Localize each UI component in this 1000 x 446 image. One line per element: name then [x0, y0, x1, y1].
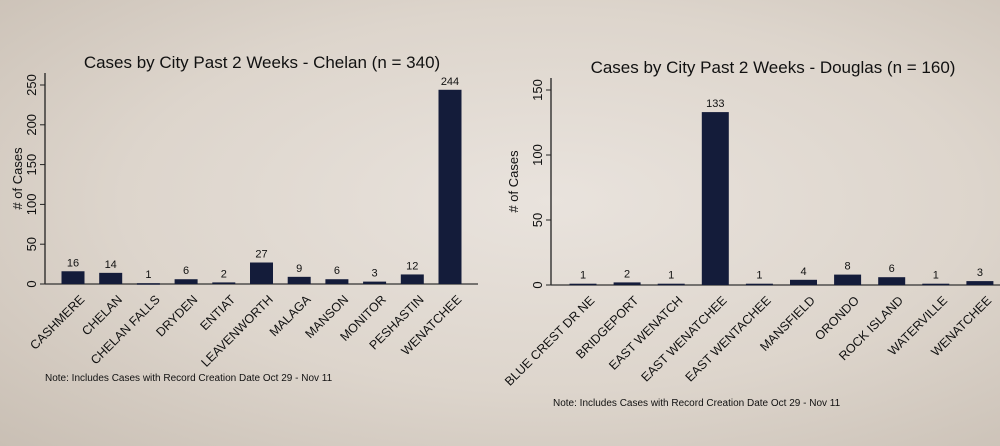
- y-tick-label: 0: [24, 280, 39, 287]
- y-tick-label: 50: [530, 213, 545, 227]
- x-tick-label: DRYDEN: [153, 292, 200, 339]
- x-tick-label: EAST WENATCH: [606, 293, 685, 372]
- y-axis-label: # of Cases: [10, 147, 25, 210]
- x-tick-label: CASHMERE: [27, 292, 87, 352]
- bar: [325, 279, 349, 284]
- y-tick-label: 100: [24, 194, 39, 216]
- bar: [966, 281, 994, 285]
- bar: [250, 262, 273, 284]
- bar: [569, 283, 597, 286]
- bar: [99, 272, 123, 284]
- bar: [790, 279, 817, 285]
- chart-note: Note: Includes Cases with Record Creatio…: [553, 398, 841, 409]
- data-label: 2: [624, 268, 630, 280]
- bar: [745, 283, 773, 286]
- y-tick-label: 150: [24, 154, 39, 176]
- bar: [174, 279, 198, 284]
- data-label: 244: [441, 76, 459, 88]
- data-label: 133: [706, 98, 724, 110]
- data-label: 12: [406, 260, 418, 272]
- bar: [834, 274, 862, 285]
- y-tick-label: 150: [530, 79, 545, 101]
- y-tick-label: 100: [530, 144, 545, 166]
- data-label: 1: [668, 270, 674, 282]
- data-label: 1: [756, 270, 762, 282]
- chart-title: Cases by City Past 2 Weeks - Douglas (n …: [591, 58, 956, 77]
- data-label: 6: [889, 263, 895, 275]
- y-tick-label: 200: [24, 114, 39, 136]
- bar: [922, 283, 950, 286]
- chart-note: Note: Includes Cases with Record Creatio…: [45, 373, 333, 384]
- data-label: 1: [580, 270, 586, 282]
- data-label: 27: [255, 249, 267, 261]
- data-label: 6: [183, 265, 189, 277]
- x-tick-label: EAST WENTACHEE: [683, 293, 774, 384]
- bar: [136, 283, 160, 285]
- bar: [701, 112, 729, 285]
- bar: [878, 277, 906, 285]
- x-tick-label: EAST WENATCHEE: [639, 293, 730, 384]
- data-label: 4: [800, 266, 806, 278]
- x-tick-label: CHELAN FALLS: [88, 292, 163, 367]
- bar: [61, 271, 85, 284]
- data-label: 9: [296, 263, 302, 275]
- bar: [613, 282, 641, 285]
- chart-title: Cases by City Past 2 Weeks - Chelan (n =…: [84, 53, 440, 72]
- bar: [287, 276, 311, 284]
- y-axis-label: # of Cases: [506, 150, 521, 213]
- bar: [657, 283, 685, 286]
- bar: [400, 274, 424, 284]
- chart-douglas: Cases by City Past 2 Weeks - Douglas (n …: [502, 58, 1000, 409]
- data-label: 2: [221, 268, 227, 280]
- chart-chelan: Cases by City Past 2 Weeks - Chelan (n =…: [10, 53, 478, 384]
- x-tick-label: LEAVENWORTH: [198, 292, 275, 369]
- data-label: 14: [105, 259, 117, 271]
- data-label: 6: [334, 265, 340, 277]
- data-label: 3: [372, 268, 378, 280]
- data-label: 1: [145, 269, 151, 281]
- y-tick-label: 250: [24, 74, 39, 96]
- bar: [438, 89, 462, 284]
- data-label: 8: [845, 261, 851, 273]
- y-tick-label: 0: [530, 281, 545, 288]
- data-label: 1: [933, 270, 939, 282]
- y-tick-label: 50: [24, 237, 39, 251]
- data-label: 3: [977, 267, 983, 279]
- data-label: 16: [67, 257, 79, 269]
- bar: [363, 281, 387, 284]
- bar: [212, 282, 236, 284]
